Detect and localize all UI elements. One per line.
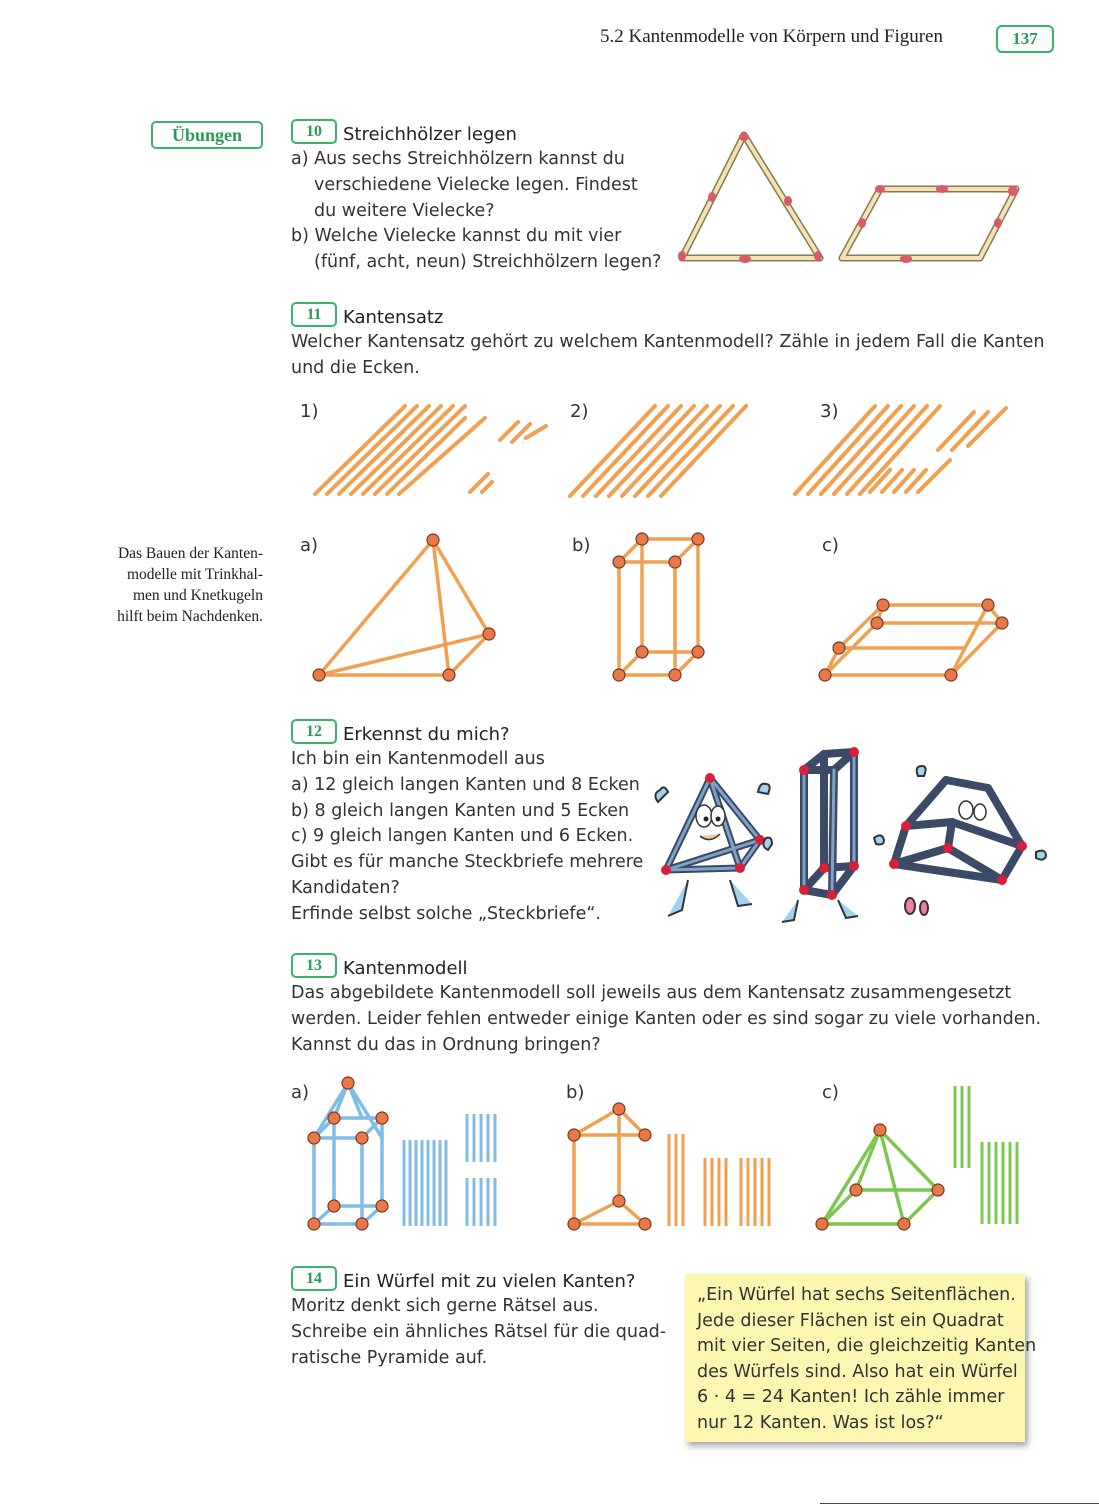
set-label-3: 3) [820, 401, 839, 422]
model-a-tetrahedron [312, 533, 496, 682]
text-line: verschiedene Vielecke legen. Findest [314, 174, 638, 195]
model-label-a: a) [300, 535, 319, 556]
text-line: Das abgebildete Kantenmodell soll jeweil… [291, 983, 1012, 1003]
text-line: Ich bin ein Kantenmodell aus [291, 749, 545, 769]
page-number: 137 [996, 25, 1054, 53]
text-line: Erfinde selbst solche „Steckbriefe“. [291, 903, 601, 924]
margin-note-line: modelle mit Trinkhal- [126, 566, 263, 583]
edge-set-1 [313, 404, 548, 496]
model-label-c: c) [822, 535, 839, 556]
note-line: 6 · 4 = 24 Kanten! Ich zähle immer [697, 1387, 1005, 1408]
model-b-prism [612, 532, 705, 682]
edge-set-3 [793, 404, 1008, 496]
text-line: a) Aus sechs Streichhölzern kannst du [291, 149, 625, 169]
margin-note: Das Bauen der Kanten- modelle mit Trinkh… [73, 543, 263, 627]
exercises-tag: Übungen [151, 121, 263, 149]
text-line: Schreibe ein ähnliches Rätsel für die qu… [291, 1321, 667, 1342]
task-title-10: Streichhölzer legen [343, 124, 517, 145]
note-line: nur 12 Kanten. Was ist los?“ [697, 1412, 944, 1433]
set-label-1: 1) [300, 401, 319, 422]
text-line: Kandidaten? [291, 877, 400, 898]
text-line: Kannst du das in Ordnung bringen? [291, 1034, 601, 1055]
text-line: b) Welche Vielecke kannst du mit vier [291, 226, 622, 247]
task-10-text: a) Aus sechs Streichhölzern kannst du ve… [291, 147, 661, 276]
text-line: ratische Pyramide auf. [291, 1347, 488, 1368]
riddle-sticky-note [685, 1274, 1025, 1442]
text-line: Gibt es für manche Steckbriefe mehrere [291, 852, 644, 873]
task-number-13: 13 [291, 953, 337, 978]
footer-rule [820, 1503, 1099, 1504]
task-number-14: 14 [291, 1266, 337, 1291]
task-title-11: Kantensatz [343, 307, 444, 328]
text-line: b) 8 gleich langen Kanten und 5 Ecken [291, 800, 630, 821]
task-number-12: 12 [291, 719, 337, 744]
text-line: und die Ecken. [291, 357, 420, 378]
task-14-text: Moritz denkt sich gerne Rätsel aus. Schr… [291, 1294, 666, 1371]
margin-note-line: Das Bauen der Kanten- [117, 545, 263, 562]
margin-note-line: hilft beim Nachdenken. [117, 608, 263, 625]
model-13a-blue-house [307, 1076, 497, 1231]
model-13c-green-pyramid [815, 1086, 1019, 1231]
note-line: des Würfels sind. Also hat ein Würfel [697, 1361, 1018, 1382]
note-line: mit vier Seiten, die gleichzeitig Kanten [697, 1336, 1037, 1357]
model-13-label-a: a) [291, 1082, 310, 1103]
text-line: Moritz denkt sich gerne Rätsel aus. [291, 1296, 599, 1316]
model-13b-orange-prism [567, 1102, 771, 1231]
model-label-b: b) [572, 535, 591, 556]
task-title-13: Kantenmodell [343, 958, 468, 979]
task-number-11: 11 [291, 302, 337, 327]
matchstick-figures [678, 131, 1020, 263]
task-11-text: Welcher Kantensatz gehört zu welchem Kan… [291, 330, 1044, 382]
model-13-label-b: b) [566, 1082, 585, 1103]
text-line: c) 9 gleich langen Kanten und 6 Ecken. [291, 826, 634, 847]
task-12-text: Ich bin ein Kantenmodell aus a) 12 gleic… [291, 747, 643, 928]
text-line: (fünf, acht, neun) Streichhölzern legen? [314, 252, 662, 273]
model-13-label-c: c) [822, 1082, 839, 1103]
text-line: a) 12 gleich langen Kanten und 8 Ecken [291, 774, 640, 795]
task-title-12: Erkennst du mich? [343, 724, 510, 745]
task-13-text: Das abgebildete Kantenmodell soll jeweil… [291, 981, 1041, 1058]
margin-note-line: men und Knetkugeln [132, 587, 263, 604]
edge-set-2 [568, 404, 748, 498]
set-label-2: 2) [570, 401, 589, 422]
task-number-10: 10 [291, 119, 337, 144]
text-line: Welcher Kantensatz gehört zu welchem Kan… [291, 332, 1045, 352]
section-title: 5.2 Kantenmodelle von Körpern und Figure… [600, 26, 943, 47]
note-line: Jede dieser Flächen ist ein Quadrat [697, 1310, 1004, 1331]
riddle-text: „Ein Würfel hat sechs Seitenflächen. Jed… [697, 1283, 1036, 1437]
text-line: werden. Leider fehlen entweder einige Ka… [291, 1008, 1042, 1029]
model-c-flat-prism [818, 598, 1009, 682]
task-title-14: Ein Würfel mit zu vielen Kanten? [343, 1271, 636, 1292]
cartoon-edge-models-illustration [654, 747, 1048, 923]
note-line: „Ein Würfel hat sechs Seitenflächen. [697, 1285, 1016, 1305]
text-line: du weitere Vielecke? [314, 200, 495, 221]
